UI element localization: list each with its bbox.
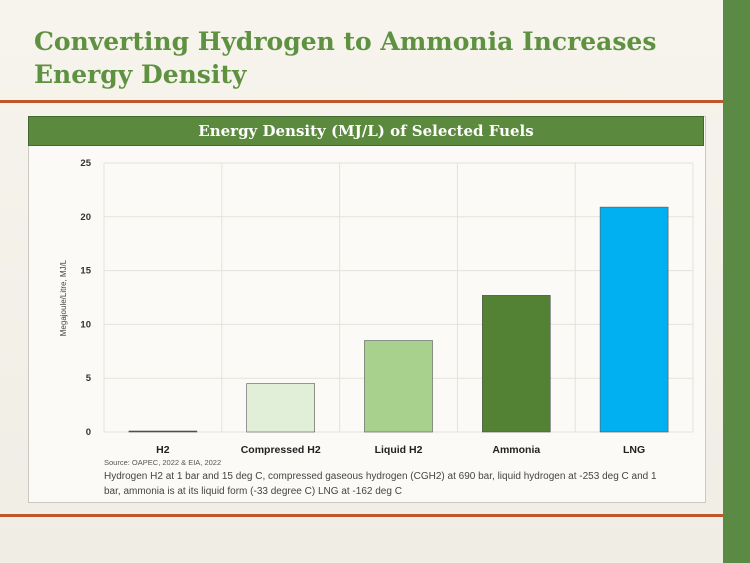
y-tick-label: 20 (80, 212, 91, 223)
y-tick-label: 5 (86, 373, 92, 384)
x-tick-label: LNG (623, 444, 645, 456)
bar-ammonia (481, 295, 551, 433)
x-tick-label: Compressed H2 (241, 444, 321, 456)
y-tick-label: 0 (86, 427, 91, 438)
y-tick-label: 10 (80, 319, 91, 330)
title-divider (0, 100, 723, 103)
slide-title: Converting Hydrogen to Ammonia Increases… (34, 27, 657, 89)
bottom-divider (0, 514, 723, 517)
bar-lng (599, 206, 669, 433)
y-tick-label: 15 (80, 266, 91, 277)
chart-panel (28, 116, 706, 503)
y-tick-label: 25 (80, 158, 91, 169)
x-tick-label: H2 (156, 444, 170, 456)
chart-header: Energy Density (MJ/L) of Selected Fuels (28, 116, 704, 146)
y-axis-label: Megajoule/Litre, MJ/L (59, 259, 68, 336)
x-tick-label: Ammonia (492, 444, 540, 456)
chart-footnote: Hydrogen H2 at 1 bar and 15 deg C, compr… (104, 471, 657, 497)
bar-liquid-h2 (364, 340, 433, 433)
chart-source: Source: OAPEC, 2022 & EIA, 2022 (104, 458, 222, 467)
bar-compressed-h2 (246, 383, 315, 433)
side-accent-bar (723, 0, 750, 563)
bar-h2 (128, 430, 198, 433)
x-tick-label: Liquid H2 (375, 444, 423, 456)
